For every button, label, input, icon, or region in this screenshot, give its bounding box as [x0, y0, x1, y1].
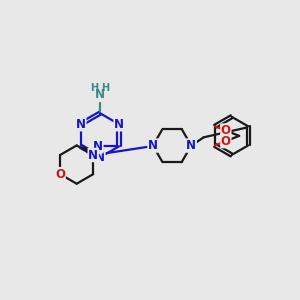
Text: N: N [114, 118, 124, 131]
Text: O: O [55, 168, 65, 181]
Text: N: N [88, 148, 98, 161]
Text: N: N [148, 139, 158, 152]
Text: H: H [90, 83, 98, 94]
Text: N: N [186, 139, 196, 152]
Text: H: H [101, 83, 110, 94]
Text: N: N [95, 151, 105, 164]
Text: N: N [95, 88, 105, 101]
Text: O: O [221, 135, 231, 148]
Text: O: O [221, 124, 231, 137]
Text: N: N [76, 118, 86, 131]
Text: N: N [93, 140, 103, 153]
